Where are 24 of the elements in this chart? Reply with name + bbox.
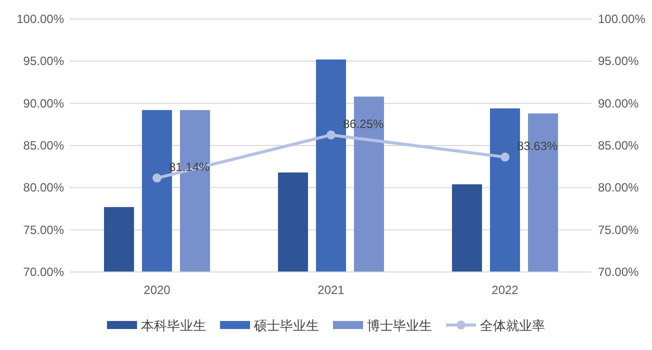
- y2-tick-label: 90.00%: [598, 96, 640, 110]
- y2-tick-label: 95.00%: [598, 54, 640, 68]
- point: [326, 130, 336, 140]
- legend-label: 全体就业率: [480, 318, 545, 333]
- y-tick-label: 75.00%: [23, 222, 64, 237]
- y-tick-label: 80.00%: [23, 180, 64, 195]
- y2-tick-label: 100.00%: [598, 12, 646, 26]
- y-tick-label: 90.00%: [23, 96, 64, 110]
- legend-label: 博士毕业生: [367, 318, 432, 333]
- x-tick-label: 2022: [492, 283, 519, 297]
- y-tick-label: 100.00%: [16, 12, 64, 26]
- legend-label: 本科毕业生: [141, 318, 206, 333]
- y-tick-label: 70.00%: [23, 265, 64, 279]
- legend-label: 硕士毕业生: [253, 318, 319, 333]
- x-tick-label: 2020: [144, 283, 171, 297]
- point: [152, 174, 162, 183]
- y2-tick-label: 70.00%: [598, 265, 640, 279]
- y2-tick-label: 85.00%: [598, 138, 640, 152]
- y2-tick-label: 80.00%: [598, 180, 640, 195]
- y-tick-label: 85.00%: [23, 138, 64, 152]
- x-tick-label: 2021: [318, 283, 345, 297]
- y-tick-label: 95.00%: [23, 54, 64, 68]
- point: [500, 152, 510, 162]
- y2-tick-label: 75.00%: [598, 222, 640, 237]
